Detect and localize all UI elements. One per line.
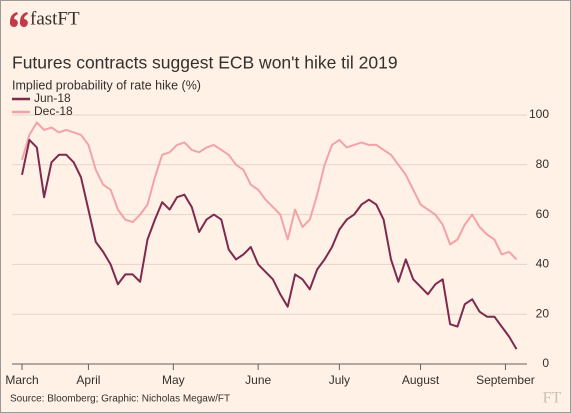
source: Source: Bloomberg; Graphic: Nicholas Meg… <box>10 394 230 405</box>
y-tick-label: 20 <box>536 306 550 320</box>
x-tick-label: April <box>76 373 100 387</box>
y-tick-label: 0 <box>542 356 549 370</box>
y-tick-label: 80 <box>536 157 550 171</box>
y-tick-label: 40 <box>536 257 550 271</box>
y-axis-label: Implied probability of rate hike (%) <box>12 78 201 92</box>
x-tick-label: May <box>162 373 185 387</box>
brand: fastFT <box>30 8 80 29</box>
x-tick-label: August <box>402 373 440 387</box>
logo: fastFT <box>9 8 80 29</box>
legend-label: Dec-18 <box>34 104 73 118</box>
watermark: FT <box>543 390 562 407</box>
series-line <box>21 121 518 261</box>
x-tick-label: July <box>329 373 350 387</box>
chart-title: Futures contracts suggest ECB won't hike… <box>12 53 398 73</box>
logo-mark <box>9 12 28 27</box>
x-tick-label: June <box>245 373 271 387</box>
series-line <box>21 138 518 350</box>
x-tick-label: March <box>5 373 38 387</box>
legend-label: Jun-18 <box>34 91 71 105</box>
y-tick-label: 100 <box>529 107 549 121</box>
y-tick-label: 60 <box>536 207 550 221</box>
x-tick-label: September <box>476 373 535 387</box>
plot: 0 20 40 60 80 100 March April May June July August S… <box>5 91 549 387</box>
